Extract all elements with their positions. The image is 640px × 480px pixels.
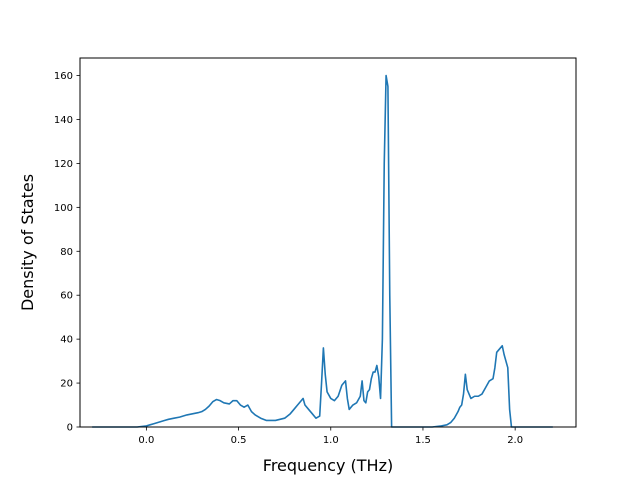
y-axis-label: Density of States: [18, 174, 37, 311]
y-tick-label: 140: [54, 115, 73, 126]
x-tick-label: 1.0: [323, 435, 339, 446]
dos-series-line: [92, 74, 553, 428]
x-tick-label: 0.0: [138, 435, 154, 446]
x-tick-label: 1.5: [415, 435, 431, 446]
y-tick-label: 40: [60, 335, 73, 346]
y-tick-label: 60: [60, 291, 73, 302]
y-tick-label: 20: [60, 379, 73, 390]
line-layer: [92, 74, 553, 428]
y-tick-label: 80: [60, 247, 73, 258]
x-tick-label: 0.5: [231, 435, 247, 446]
y-tick-label: 100: [54, 203, 73, 214]
x-tick-label: 2.0: [507, 435, 523, 446]
axes-frame: [79, 57, 577, 428]
y-tick-label: 160: [54, 71, 73, 82]
ticks-layer: 0.0 0.5 1.0 1.5 2.0 0 20 40 60 80 100 120 140 160: [54, 71, 523, 446]
y-tick-label: 120: [54, 159, 73, 170]
y-tick-label: 0: [67, 423, 73, 434]
x-axis-label: Frequency (THz): [263, 456, 393, 475]
